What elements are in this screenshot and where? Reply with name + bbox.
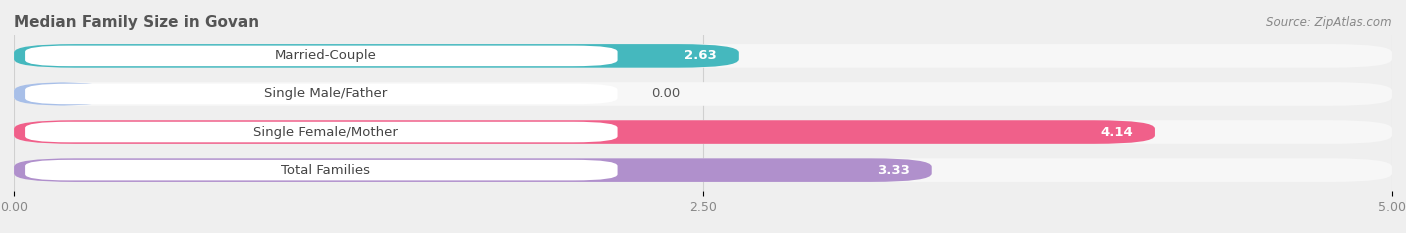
FancyBboxPatch shape bbox=[14, 82, 111, 106]
Text: Single Male/Father: Single Male/Father bbox=[264, 87, 387, 100]
FancyBboxPatch shape bbox=[14, 120, 1154, 144]
FancyBboxPatch shape bbox=[14, 82, 1392, 106]
Text: Single Female/Mother: Single Female/Mother bbox=[253, 126, 398, 139]
Text: 4.14: 4.14 bbox=[1099, 126, 1133, 139]
FancyBboxPatch shape bbox=[25, 160, 617, 180]
Text: 2.63: 2.63 bbox=[685, 49, 717, 62]
Text: Source: ZipAtlas.com: Source: ZipAtlas.com bbox=[1267, 16, 1392, 29]
Text: 3.33: 3.33 bbox=[877, 164, 910, 177]
FancyBboxPatch shape bbox=[14, 120, 1392, 144]
Text: Median Family Size in Govan: Median Family Size in Govan bbox=[14, 15, 259, 30]
FancyBboxPatch shape bbox=[14, 44, 738, 68]
FancyBboxPatch shape bbox=[25, 122, 617, 142]
FancyBboxPatch shape bbox=[25, 84, 617, 104]
FancyBboxPatch shape bbox=[14, 44, 1392, 68]
Text: 0.00: 0.00 bbox=[651, 87, 681, 100]
Text: Married-Couple: Married-Couple bbox=[274, 49, 377, 62]
FancyBboxPatch shape bbox=[14, 158, 1392, 182]
FancyBboxPatch shape bbox=[25, 46, 617, 66]
FancyBboxPatch shape bbox=[14, 158, 932, 182]
Text: Total Families: Total Families bbox=[281, 164, 370, 177]
